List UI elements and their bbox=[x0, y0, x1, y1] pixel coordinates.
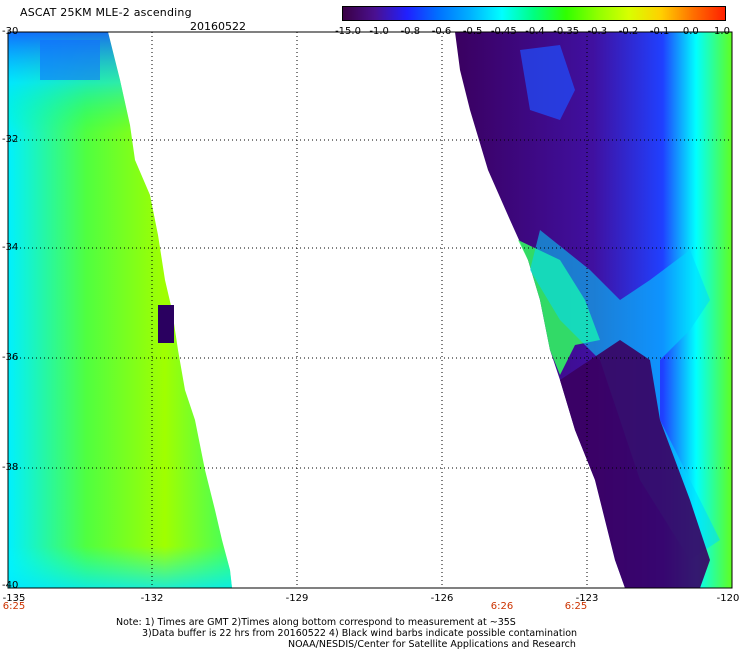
legend-swatch bbox=[470, 7, 503, 20]
legend-swatch bbox=[661, 7, 694, 20]
legend-swatch bbox=[343, 7, 375, 20]
left-swath-blue-patch bbox=[40, 40, 100, 80]
time-label: 6:26 bbox=[490, 601, 514, 612]
legend-swatch bbox=[406, 7, 439, 20]
lon-label-129: -129 bbox=[285, 593, 309, 604]
lon-label-126: -126 bbox=[430, 593, 454, 604]
time-label: 6:25 bbox=[2, 601, 26, 612]
legend-label: -0.4 bbox=[525, 26, 545, 37]
legend-label: -0.35 bbox=[553, 26, 580, 37]
lat-label-40: -40 bbox=[2, 580, 19, 591]
lon-label-132: -132 bbox=[140, 593, 164, 604]
legend-swatch bbox=[629, 7, 662, 20]
legend-swatch bbox=[438, 7, 471, 20]
lat-label-38: -38 bbox=[2, 462, 19, 473]
lat-label-32: -32 bbox=[2, 134, 19, 145]
legend-label: -1.0 bbox=[369, 26, 389, 37]
plot-title: ASCAT 25KM MLE-2 ascending bbox=[20, 6, 192, 19]
note-line: NOAA/NESDIS/Center for Satellite Applica… bbox=[288, 639, 576, 650]
lat-label-30: -30 bbox=[2, 26, 19, 37]
plot-date: 20160522 bbox=[190, 20, 246, 33]
lon-label-135: -135 bbox=[2, 593, 26, 604]
legend-label: -0.45 bbox=[490, 26, 517, 37]
lat-label-34: -34 bbox=[2, 242, 19, 253]
time-label: 6:25 bbox=[564, 601, 588, 612]
left-swath-top-shade bbox=[8, 32, 158, 235]
note-line: 3)Data buffer is 22 hrs from 20160522 4)… bbox=[142, 628, 578, 639]
legend-label: -0.5 bbox=[462, 26, 483, 37]
legend-swatch bbox=[502, 7, 534, 20]
footnotes: Note: 1) Times are GMT 2)Times along bot… bbox=[116, 617, 577, 650]
left-swath-bottom-shade bbox=[8, 420, 232, 588]
right-swath-blue-top bbox=[520, 45, 575, 120]
color-legend-bar bbox=[342, 6, 726, 21]
legend-swatch bbox=[565, 7, 598, 20]
lon-label-120: -120 bbox=[716, 593, 740, 604]
legend-swatch bbox=[597, 7, 630, 20]
legend-label: -0.2 bbox=[618, 26, 639, 37]
gridlines bbox=[8, 32, 732, 588]
lat-label-36: -36 bbox=[2, 352, 19, 363]
right-swath-dark-core bbox=[560, 340, 710, 588]
legend-label: -0.8 bbox=[400, 26, 421, 37]
legend-label: -0.1 bbox=[649, 26, 670, 37]
legend-swatch bbox=[533, 7, 566, 20]
legend-label: -15.0 bbox=[335, 26, 361, 37]
note-line: Note: 1) Times are GMT 2)Times along bot… bbox=[116, 617, 516, 628]
legend-label: -0.3 bbox=[587, 26, 608, 37]
lon-label-123: -123 bbox=[575, 593, 599, 604]
left-swath-dark-patch bbox=[158, 305, 174, 343]
legend-label: -0.6 bbox=[431, 26, 452, 37]
legend-swatch bbox=[693, 7, 725, 20]
legend-label: 0.0 bbox=[682, 26, 699, 37]
plot-frame bbox=[7, 31, 733, 589]
legend-swatch bbox=[374, 7, 407, 20]
legend-label: 1.0 bbox=[714, 26, 730, 37]
